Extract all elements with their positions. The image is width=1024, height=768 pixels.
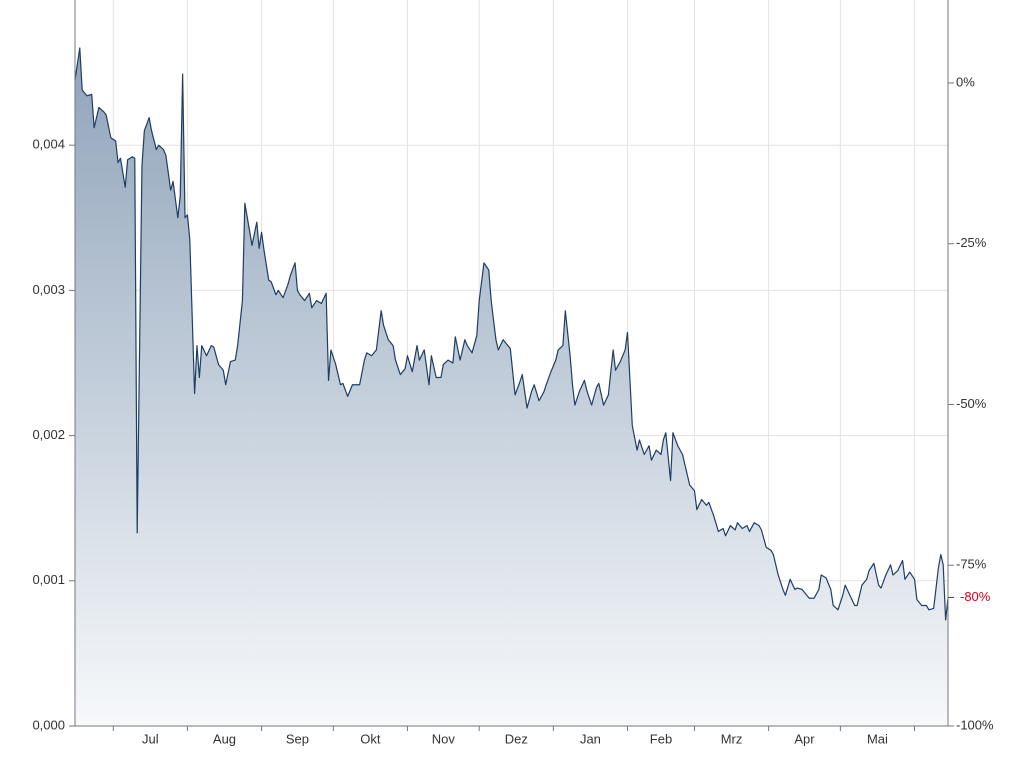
y2-tick-label: -100% [956,717,994,732]
y2-tick-label: -50% [956,396,987,411]
y2-tick-label: 0% [956,74,975,89]
y2-marker-label: -80% [960,589,991,604]
x-tick-label: Aug [213,731,236,746]
y-tick-label: 0,003 [32,282,65,297]
x-tick-label: Mrz [721,731,743,746]
x-tick-label: Dez [505,731,528,746]
y2-tick-label: -75% [956,557,987,572]
area-fill [75,47,948,727]
x-tick-label: Feb [650,731,672,746]
price-line [74,47,949,621]
x-tick-label: Nov [432,731,456,746]
x-tick-label: Jul [142,731,159,746]
x-tick-label: Mai [867,731,888,746]
y-tick-label: 0,002 [32,427,65,442]
x-tick-label: Sep [286,731,309,746]
x-tick-label: Apr [794,731,815,746]
x-tick-label: Jan [580,731,601,746]
y2-tick-label: -25% [956,235,987,250]
y-tick-label: 0,000 [32,717,65,732]
y-tick-label: 0,001 [32,572,65,587]
x-tick-label: Okt [360,731,381,746]
y-tick-label: 0,004 [32,137,65,152]
